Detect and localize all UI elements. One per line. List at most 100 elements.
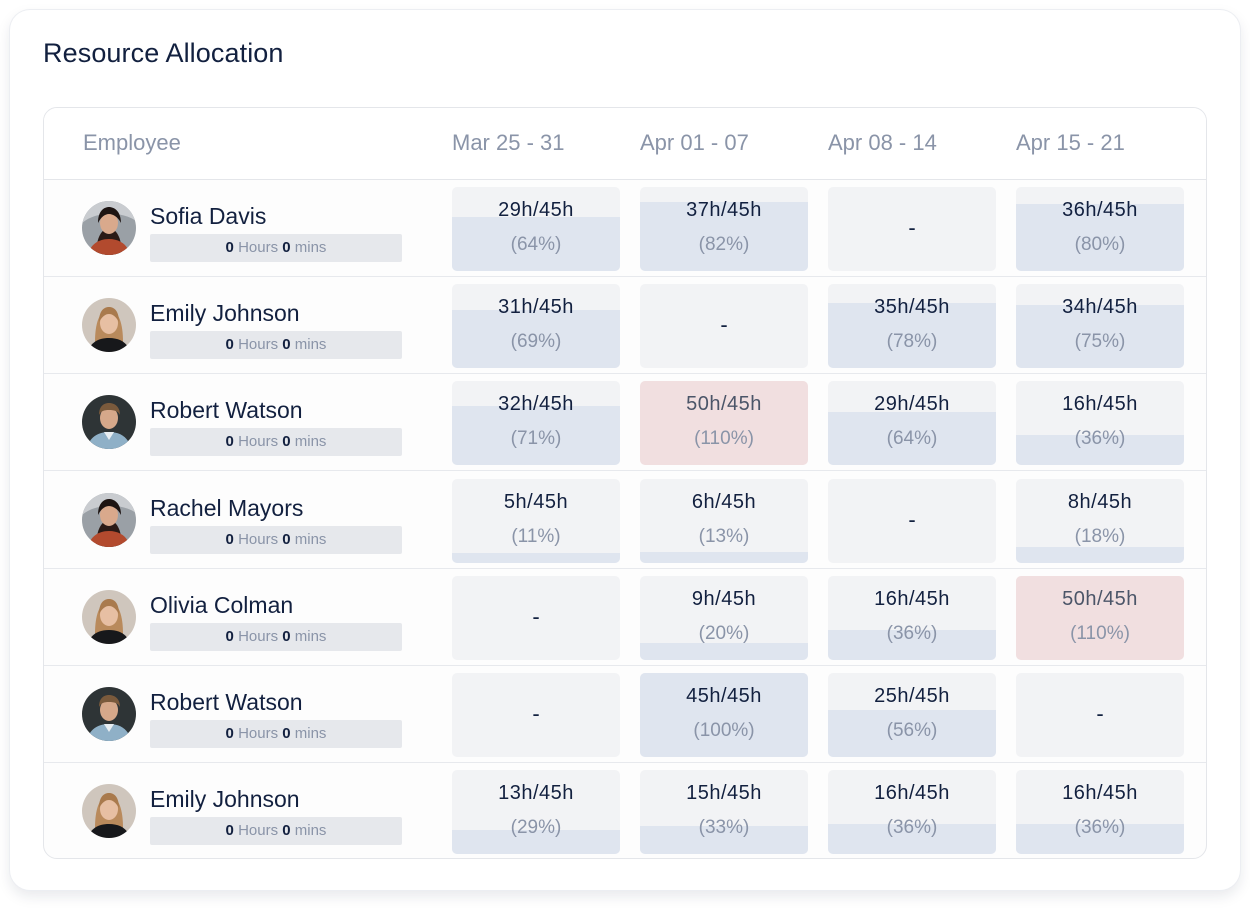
allocation-cell[interactable]: -	[828, 187, 996, 271]
allocation-cell[interactable]: 16h/45h (36%)	[1016, 770, 1184, 855]
utilization-fill	[1016, 203, 1184, 271]
table-row[interactable]: Robert Watson 0 Hours 0 mins 32h/45h (71%) 5…	[44, 374, 1206, 472]
utilization-percent: (82%)	[698, 234, 750, 255]
hours-value: 0	[225, 725, 234, 742]
resource-allocation-card: Resource Allocation Employee Mar 25 - 31…	[10, 10, 1240, 890]
allocation-cell[interactable]: 16h/45h (36%)	[828, 575, 996, 660]
table-row[interactable]: Emily Johnson 0 Hours 0 mins 31h/45h (69%) -…	[44, 277, 1206, 375]
allocation-cell[interactable]: 36h/45h (80%)	[1016, 187, 1184, 271]
mins-unit: mins	[294, 725, 327, 742]
allocation-cell[interactable]: 50h/45h (110%)	[1016, 575, 1184, 660]
allocation-cell[interactable]: 13h/45h (29%)	[452, 770, 620, 855]
allocated-hours: 16h/45h	[1062, 782, 1138, 805]
allocated-hours: 37h/45h	[686, 199, 762, 221]
allocated-hours: 50h/45h	[686, 393, 762, 416]
allocation-cell[interactable]: 16h/45h (36%)	[828, 770, 996, 855]
employee-name: Rachel Mayors	[150, 494, 304, 521]
utilization-fill	[828, 823, 996, 855]
allocation-cell[interactable]: -	[828, 478, 996, 563]
table-row[interactable]: Emily Johnson 0 Hours 0 mins 13h/45h (29%) 1…	[44, 763, 1206, 858]
empty-allocation: -	[1096, 701, 1104, 726]
allocation-cell[interactable]: -	[1016, 673, 1184, 757]
allocation-cell[interactable]: -	[640, 284, 808, 369]
allocation-cell[interactable]: 45h/45h (100%)	[640, 673, 808, 757]
mins-value: 0	[282, 336, 291, 354]
allocation-cell[interactable]: 5h/45h (11%)	[452, 478, 620, 563]
logged-time-badge: 0 Hours 0 mins	[150, 428, 402, 457]
allocation-cell[interactable]: 29h/45h (64%)	[452, 187, 620, 271]
utilization-percent: (75%)	[1074, 331, 1126, 353]
table-row[interactable]: Olivia Colman 0 Hours 0 mins - 9h/45h (20%) 1…	[44, 569, 1206, 666]
allocation-cell[interactable]: 32h/45h (71%)	[452, 381, 620, 466]
allocated-hours: 34h/45h	[1062, 296, 1138, 319]
allocation-cell[interactable]: 16h/45h (36%)	[1016, 381, 1184, 466]
avatar	[82, 395, 136, 450]
mins-unit: mins	[294, 627, 327, 645]
table-row[interactable]: Sofia Davis 0 Hours 0 mins 29h/45h (64%) 37h…	[44, 180, 1206, 277]
utilization-percent: (36%)	[1074, 817, 1126, 839]
utilization-fill	[1016, 435, 1184, 466]
avatar	[82, 589, 136, 644]
allocation-cell[interactable]: 29h/45h (64%)	[828, 381, 996, 466]
hours-unit: Hours	[238, 822, 279, 840]
allocation-cell[interactable]: 35h/45h (78%)	[828, 284, 996, 369]
employee-name: Sofia Davis	[150, 203, 267, 229]
mins-value: 0	[282, 239, 291, 256]
mins-unit: mins	[294, 336, 327, 354]
allocated-hours: 16h/45h	[874, 782, 950, 805]
avatar	[82, 687, 136, 741]
hours-unit: Hours	[238, 725, 279, 742]
utilization-fill	[640, 551, 808, 563]
utilization-fill	[828, 709, 996, 757]
allocated-hours: 25h/45h	[874, 685, 950, 707]
utilization-percent: (56%)	[886, 720, 938, 741]
empty-allocation: -	[720, 312, 728, 338]
utilization-fill	[640, 202, 808, 271]
allocation-cell[interactable]: 34h/45h (75%)	[1016, 284, 1184, 369]
utilization-percent: (36%)	[886, 817, 938, 839]
column-header-week: Apr 01 - 07	[640, 130, 749, 155]
hours-value: 0	[225, 433, 234, 451]
allocation-cell[interactable]: 25h/45h (56%)	[828, 673, 996, 757]
avatar	[82, 784, 136, 839]
utilization-percent: (80%)	[1074, 234, 1126, 255]
utilization-percent: (36%)	[1074, 428, 1126, 450]
table-row[interactable]: Rachel Mayors 0 Hours 0 mins 5h/45h (11%) 6h…	[44, 472, 1206, 569]
utilization-fill	[828, 411, 996, 466]
hours-value: 0	[225, 239, 234, 256]
utilization-percent: (18%)	[1074, 525, 1126, 547]
allocation-cell[interactable]: 9h/45h (20%)	[640, 575, 808, 660]
utilization-percent: (20%)	[698, 622, 750, 644]
utilization-percent: (11%)	[511, 525, 561, 547]
utilization-percent: (36%)	[886, 622, 938, 644]
avatar	[82, 201, 136, 255]
logged-time-badge: 0 Hours 0 mins	[150, 622, 402, 651]
hours-unit: Hours	[238, 433, 279, 451]
table-header: Employee Mar 25 - 31 Apr 01 - 07 Apr 08 …	[44, 108, 1206, 180]
page-title: Resource Allocation	[43, 38, 284, 68]
allocation-cell[interactable]: 31h/45h (69%)	[452, 284, 620, 369]
allocation-cell[interactable]: -	[452, 575, 620, 660]
column-header-week: Mar 25 - 31	[452, 130, 565, 155]
hours-value: 0	[225, 627, 234, 645]
empty-allocation: -	[908, 215, 916, 240]
allocation-cell[interactable]: 50h/45h (110%)	[640, 381, 808, 466]
allocation-cell[interactable]: 8h/45h (18%)	[1016, 478, 1184, 563]
utilization-fill	[452, 553, 620, 563]
table-row[interactable]: Robert Watson 0 Hours 0 mins - 45h/45h (100%…	[44, 666, 1206, 763]
column-header-week: Apr 08 - 14	[828, 130, 937, 155]
allocation-cell[interactable]: -	[452, 673, 620, 757]
allocation-cell[interactable]: 37h/45h (82%)	[640, 187, 808, 271]
utilization-fill	[640, 673, 808, 757]
mins-value: 0	[282, 433, 291, 451]
allocation-cell[interactable]: 6h/45h (13%)	[640, 478, 808, 563]
logged-time-badge: 0 Hours 0 mins	[150, 331, 402, 360]
hours-value: 0	[225, 336, 234, 354]
allocated-hours: 5h/45h	[503, 490, 569, 513]
mins-value: 0	[282, 822, 291, 840]
mins-unit: mins	[294, 530, 327, 548]
column-header-employee: Employee	[83, 130, 181, 155]
allocation-cell[interactable]: 15h/45h (33%)	[640, 770, 808, 855]
avatar	[82, 492, 136, 547]
allocated-hours: 31h/45h	[498, 296, 574, 319]
